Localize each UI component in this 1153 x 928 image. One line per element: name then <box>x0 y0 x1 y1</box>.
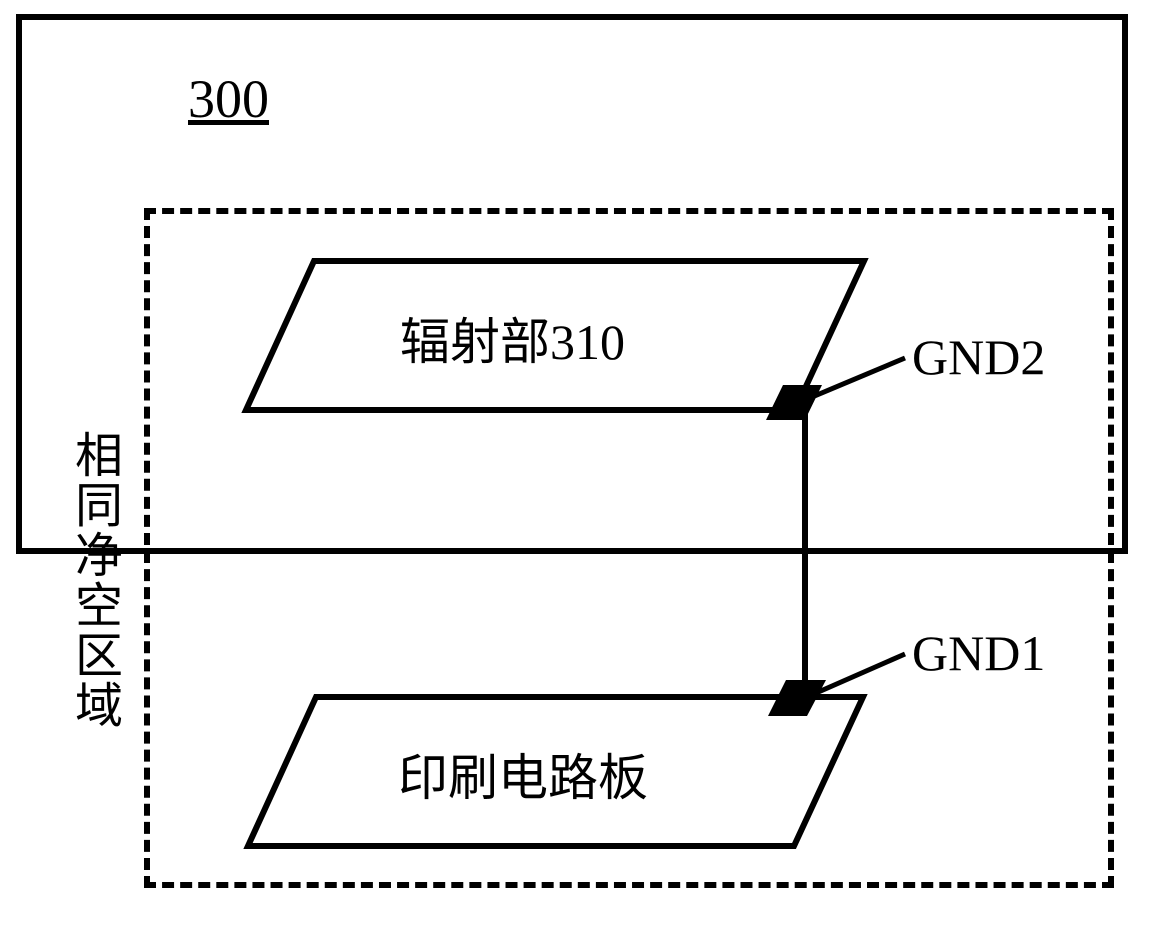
gnd2-label: GND2 <box>912 328 1045 386</box>
diagram-canvas: 300 相同净空区域 辐射部310 印刷电路板 GND2 GND1 <box>0 0 1153 928</box>
radiating-part-label: 辐射部310 <box>400 302 625 374</box>
gnd1-label: GND1 <box>912 624 1045 682</box>
pcb-label: 印刷电路板 <box>398 738 648 810</box>
figure-number-label: 300 <box>188 68 269 130</box>
vertical-clearance-label: 相同净空区域 <box>58 430 128 730</box>
